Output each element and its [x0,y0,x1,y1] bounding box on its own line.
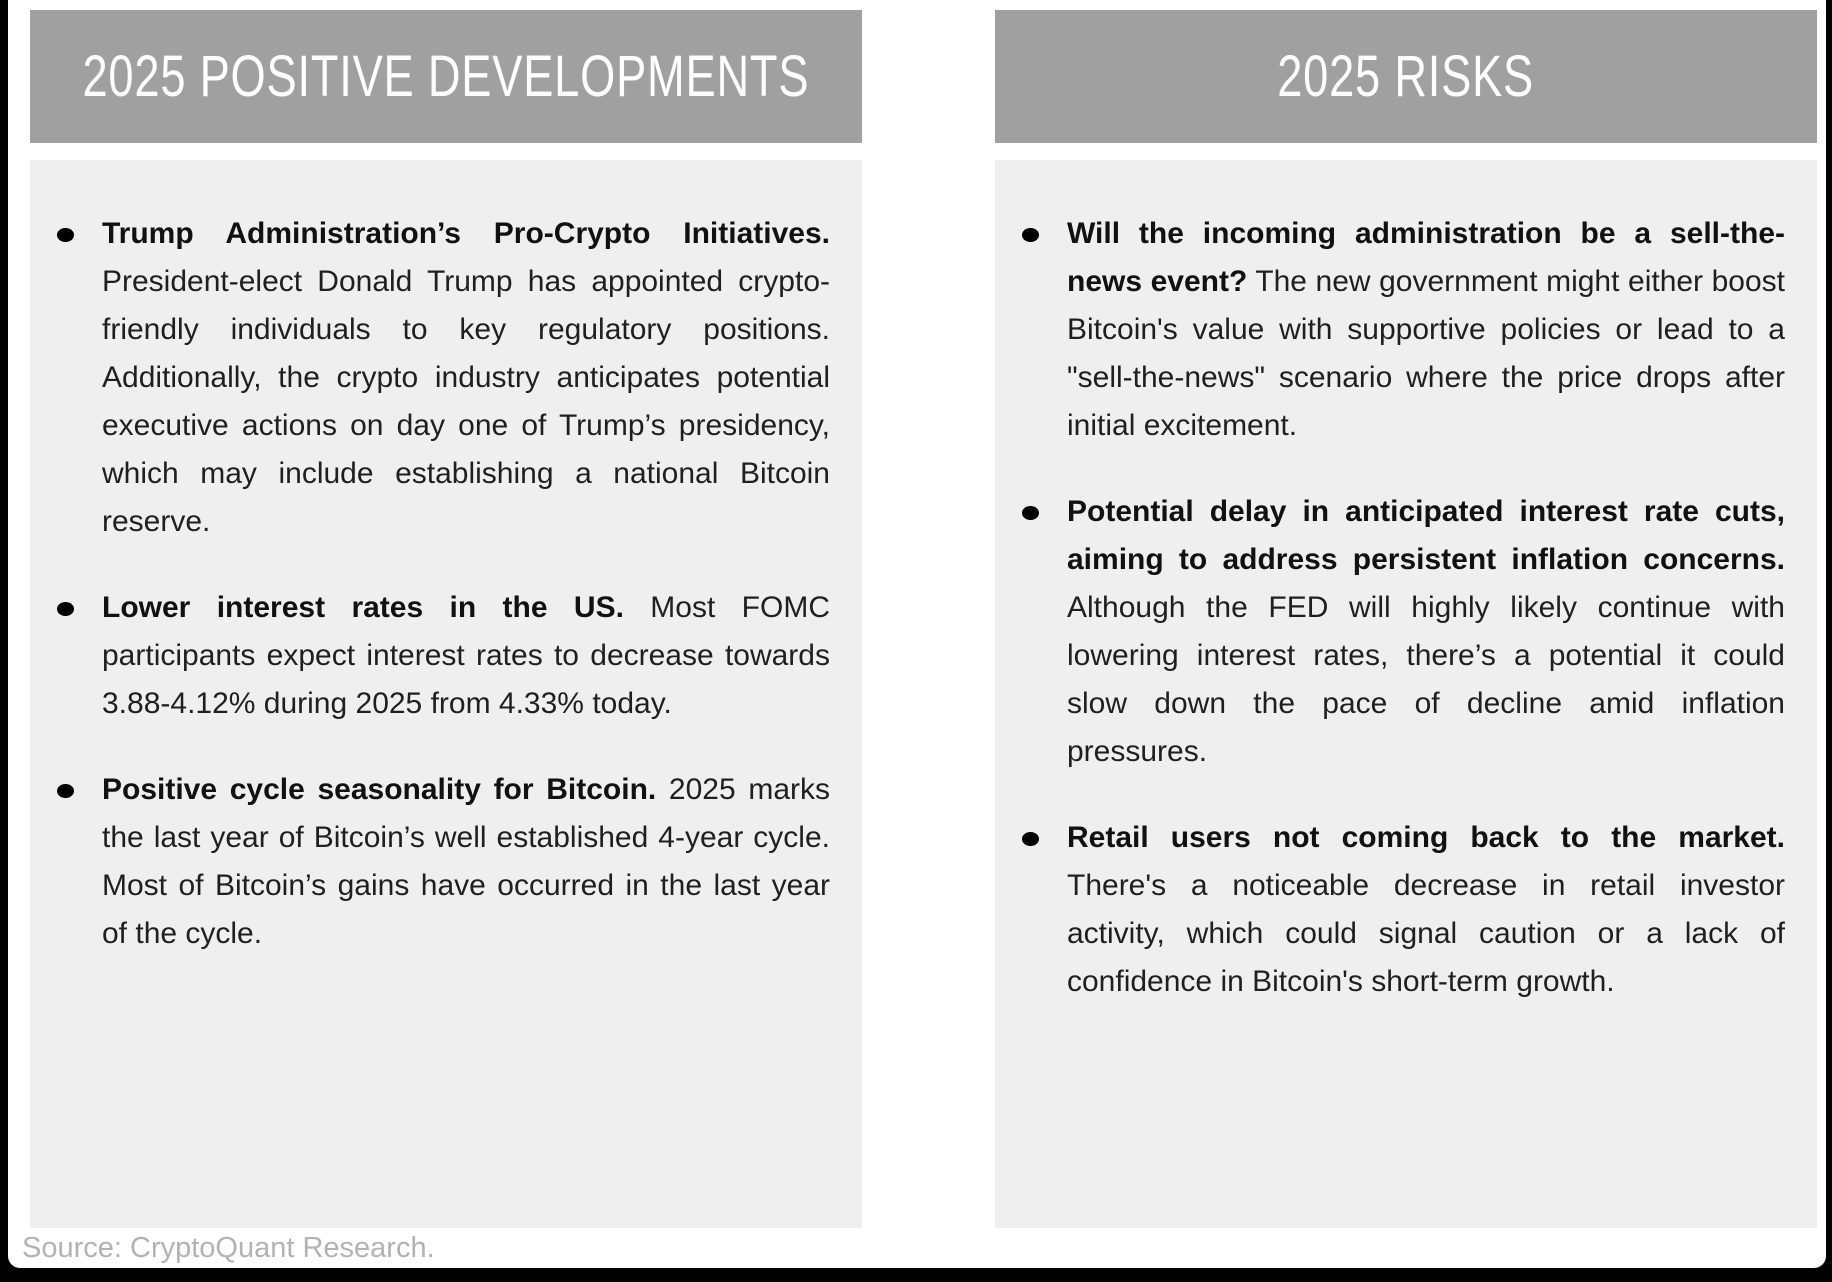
bullet-text: Lower interest rates in the US. Most FOM… [102,584,830,728]
bullet-body: Most FOMC participants expect interest r… [102,591,830,720]
bullet-lead: Positive cycle seasonality for Bitcoin. [102,773,657,806]
source-attribution: Source: CryptoQuant Research. [22,1232,435,1264]
list-item: Retail users not coming back to the mark… [995,814,1785,1006]
bullet-body: President-elect Donald Trump has appoint… [102,265,830,538]
bullet-icon [1022,832,1039,846]
bullet-lead: Trump Administration’s Pro-Crypto Initia… [102,217,830,250]
positive-developments-header-bar: 2025 POSITIVE DEVELOPMENTS [30,10,862,143]
bullet-text: Will the incoming administration be a se… [1067,210,1785,450]
bullet-icon [57,784,74,798]
list-item: Will the incoming administration be a se… [995,210,1785,450]
positive-developments-list: Trump Administration’s Pro-Crypto Initia… [30,210,830,958]
bullet-body: 2025 marks the last year of Bitcoin’s we… [102,773,830,950]
bullet-icon [1022,506,1039,520]
bullet-lead: Potential delay in anticipated interest … [1067,495,1785,576]
positive-developments-column: 2025 POSITIVE DEVELOPMENTS Trump Adminis… [30,10,862,1228]
bullet-lead: Will the incoming administration be a se… [1067,217,1785,298]
list-item: Trump Administration’s Pro-Crypto Initia… [30,210,830,546]
bullet-icon [57,228,74,242]
list-item: Potential delay in anticipated interest … [995,488,1785,776]
positive-developments-title: 2025 POSITIVE DEVELOPMENTS [82,44,810,109]
bullet-icon [57,602,74,616]
bullet-body: The new government might either boost Bi… [1067,265,1785,442]
bullet-lead: Lower interest rates in the US. [102,591,624,624]
positive-developments-panel: Trump Administration’s Pro-Crypto Initia… [30,160,862,1228]
bullet-body: There's a noticeable decrease in retail … [1067,869,1785,998]
list-item: Lower interest rates in the US. Most FOM… [30,584,830,728]
risks-header-bar: 2025 RISKS [995,10,1817,143]
risks-title: 2025 RISKS [1277,44,1535,109]
bullet-body: Although the FED will highly likely cont… [1067,591,1785,768]
bullet-text: Retail users not coming back to the mark… [1067,814,1785,1006]
bullet-icon [1022,228,1039,242]
risks-panel: Will the incoming administration be a se… [995,160,1817,1228]
bullet-lead: Retail users not coming back to the mark… [1067,821,1785,854]
list-item: Positive cycle seasonality for Bitcoin. … [30,766,830,958]
bullet-text: Potential delay in anticipated interest … [1067,488,1785,776]
bullet-text: Positive cycle seasonality for Bitcoin. … [102,766,830,958]
risks-list: Will the incoming administration be a se… [995,210,1785,1006]
bullet-text: Trump Administration’s Pro-Crypto Initia… [102,210,830,546]
risks-column: 2025 RISKS Will the incoming administrat… [995,10,1817,1228]
